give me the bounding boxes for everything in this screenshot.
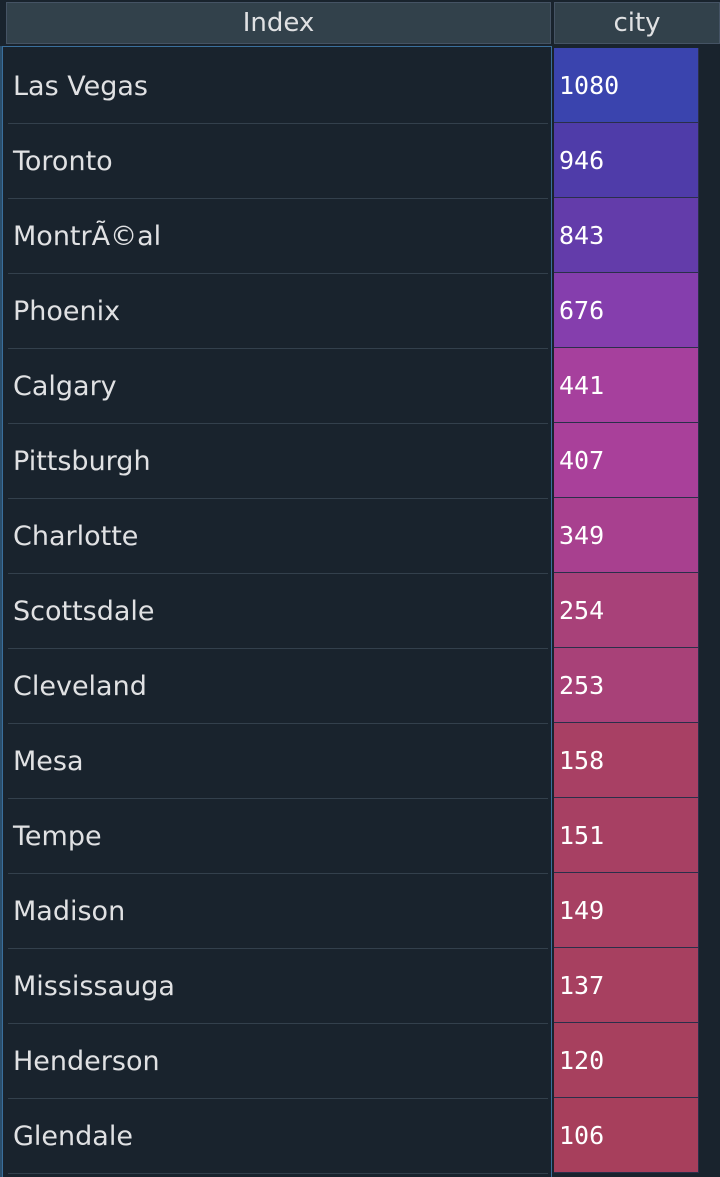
index-cell[interactable]: Calgary	[8, 349, 548, 424]
city-count-cell[interactable]: 149	[554, 873, 699, 948]
city-count-cell[interactable]: 158	[554, 723, 699, 798]
city-count-cell[interactable]: 441	[554, 348, 699, 423]
city-count-cell[interactable]: 137	[554, 948, 699, 1023]
index-cell[interactable]: Scottsdale	[8, 574, 548, 649]
city-column: 1080 946 843 676 441 407 349 254 253 158 151 149 137…	[554, 48, 699, 1177]
city-count-cell[interactable]: 120	[554, 1023, 699, 1098]
city-count-cell[interactable]: 106	[554, 1098, 699, 1173]
city-count-cell[interactable]: 676	[554, 273, 699, 348]
index-cell[interactable]: Madison	[8, 874, 548, 949]
index-cell[interactable]: Las Vegas	[8, 49, 548, 124]
city-count-cell[interactable]: 1080	[554, 48, 699, 123]
index-cell[interactable]: Glendale	[8, 1099, 548, 1174]
city-count-cell[interactable]: 349	[554, 498, 699, 573]
index-cell[interactable]: Tempe	[8, 799, 548, 874]
index-cell[interactable]: Pittsburgh	[8, 424, 548, 499]
index-cell[interactable]: Phoenix	[8, 274, 548, 349]
city-count-cell[interactable]: 946	[554, 123, 699, 198]
index-cell[interactable]: Mississauga	[8, 949, 548, 1024]
city-count-cell[interactable]: 254	[554, 573, 699, 648]
city-count-cell[interactable]: 843	[554, 198, 699, 273]
index-cell[interactable]: Mesa	[8, 724, 548, 799]
table-header: Index city	[0, 0, 720, 48]
city-count-cell[interactable]: 151	[554, 798, 699, 873]
index-column-header[interactable]: Index	[6, 2, 551, 44]
city-column-header[interactable]: city	[554, 2, 720, 44]
index-cell[interactable]: Toronto	[8, 124, 548, 199]
index-cell[interactable]: Cleveland	[8, 649, 548, 724]
index-column: Las Vegas Toronto MontrÃ©al Phoenix Calgary P…	[2, 46, 552, 1177]
index-cell[interactable]: Henderson	[8, 1024, 548, 1099]
index-cell[interactable]: Charlotte	[8, 499, 548, 574]
left-border	[0, 46, 2, 1177]
city-count-cell[interactable]: 407	[554, 423, 699, 498]
empty-area	[699, 48, 720, 1177]
city-count-cell[interactable]: 253	[554, 648, 699, 723]
index-cell[interactable]: MontrÃ©al	[8, 199, 548, 274]
